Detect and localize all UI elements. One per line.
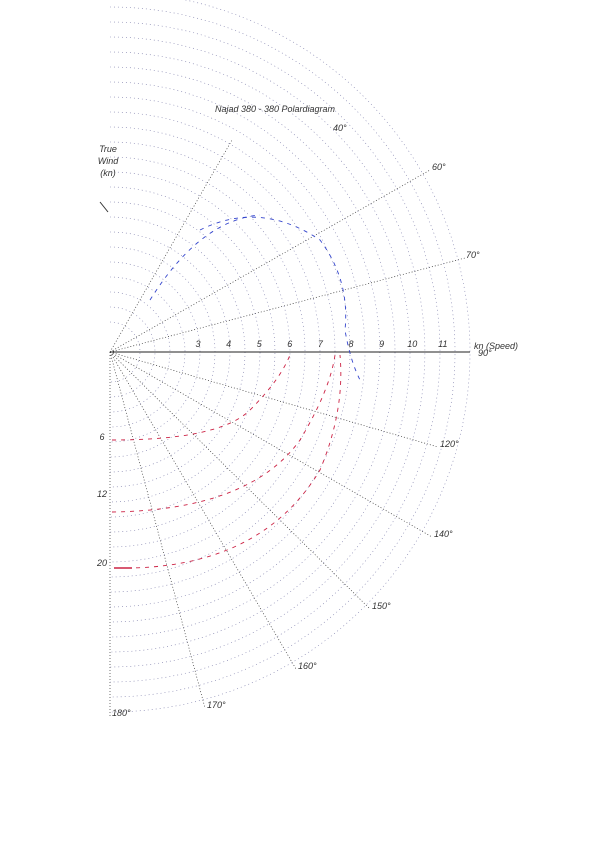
speed-label: kn (Speed): [474, 341, 518, 351]
wind-speed: 20: [96, 558, 107, 568]
wind-legend: Wind: [98, 156, 119, 166]
polar-curve: [117, 354, 342, 569]
speed-tick: 9: [379, 339, 384, 349]
angle-ray: [109, 351, 433, 538]
angle-ray: [109, 139, 233, 353]
speed-tick: 10: [407, 339, 417, 349]
grid-arc: [109, 216, 246, 488]
speed-tick: 7: [318, 339, 324, 349]
wind-speed: 12: [97, 489, 107, 499]
wind-legend: (kn): [100, 168, 116, 178]
angle-ray: [109, 351, 297, 670]
angle-label: 160°: [298, 661, 317, 671]
angle-label: 40°: [333, 123, 347, 133]
angle-ray: [109, 351, 439, 448]
speed-tick: 3: [195, 339, 200, 349]
speed-tick: 5: [257, 339, 263, 349]
grid-arc: [109, 6, 456, 698]
wind-legend: True: [99, 144, 117, 154]
grid-arc: [109, 261, 201, 443]
speed-tick: 4: [226, 339, 231, 349]
polar-curve: [149, 214, 261, 301]
angle-label: 180°: [112, 708, 131, 718]
angle-label: 120°: [440, 439, 459, 449]
angle-label: 170°: [207, 700, 226, 710]
angle-label: 70°: [466, 250, 480, 260]
angle-ray: [109, 257, 466, 353]
speed-tick: 11: [438, 339, 447, 349]
angle-label: 60°: [432, 162, 446, 172]
polar-curve: [111, 354, 336, 513]
grid-arc: [109, 291, 171, 413]
angle-ray: [109, 169, 431, 353]
speed-tick: 6: [287, 339, 292, 349]
speed-tick: 8: [348, 339, 353, 349]
wind-speed: 6: [99, 432, 104, 442]
polar-curve: [111, 354, 291, 441]
angle-label: 140°: [434, 529, 453, 539]
angle-label: 90°: [478, 348, 492, 358]
title: Najad 380 - 380 Polardiagram: [215, 104, 336, 114]
grid-arc: [109, 276, 186, 428]
polar-curve: [199, 216, 361, 381]
angle-label: 150°: [372, 601, 391, 611]
angle-ray: [109, 351, 206, 709]
grid-arc: [109, 81, 381, 623]
legend-mark: [99, 201, 109, 213]
grid-arc: [109, 321, 141, 383]
grid-arc: [109, 0, 471, 713]
angle-ray: [109, 351, 371, 610]
